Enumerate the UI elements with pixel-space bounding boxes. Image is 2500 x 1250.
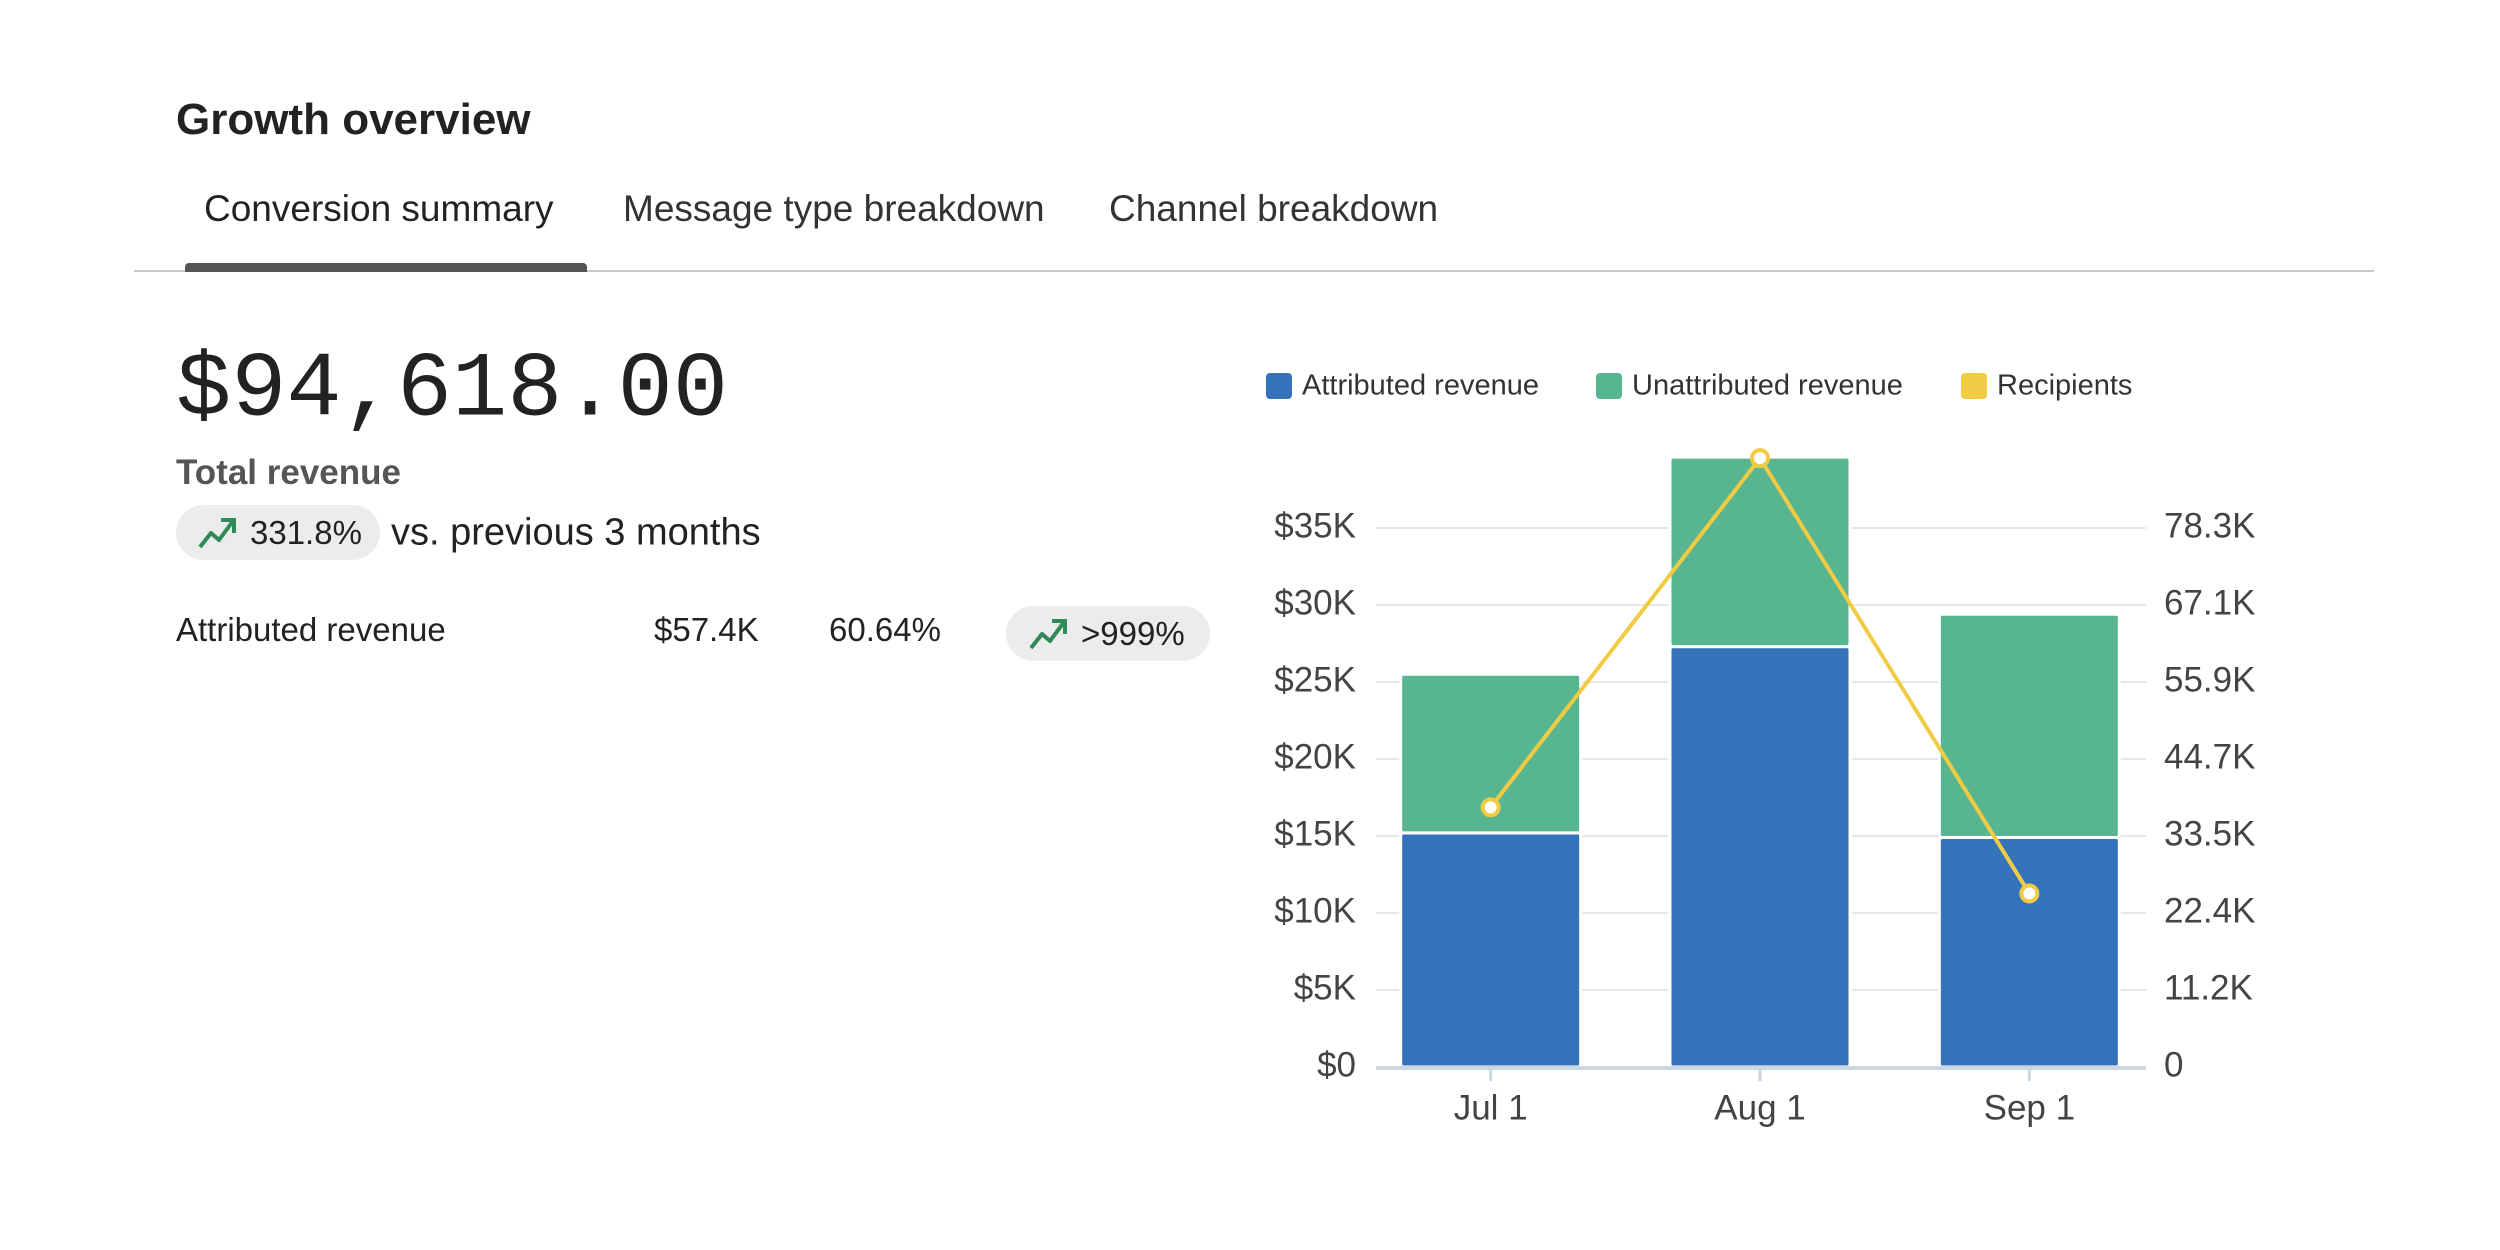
bar-segment xyxy=(1399,672,1583,835)
tab-divider xyxy=(134,270,2374,272)
comparison-text: vs. previous 3 months xyxy=(391,511,761,554)
legend-label: Recipients xyxy=(1997,370,2132,402)
bar-segment xyxy=(1937,612,2121,840)
trend-icon xyxy=(1029,619,1067,650)
line-point xyxy=(1750,448,1770,469)
tab[interactable]: Conversion summary xyxy=(204,188,554,229)
tab[interactable]: Message type breakdown xyxy=(623,188,1045,229)
y-tick-label: $30K xyxy=(1274,583,1356,622)
breakdown-change: >999% xyxy=(1081,615,1185,652)
y-tick-label: $0 xyxy=(1317,1045,1356,1084)
y2-tick-label: 78.3K xyxy=(2164,506,2255,545)
breakdown-share: 60.64% xyxy=(829,611,941,648)
x-tick-label: Sep 1 xyxy=(1984,1088,2075,1127)
trend-icon xyxy=(198,518,236,549)
y-tick-label: $15K xyxy=(1274,814,1356,853)
y-tick-label: $10K xyxy=(1274,891,1356,930)
active-tab-indicator xyxy=(185,263,587,272)
bar-segment xyxy=(1668,455,1852,649)
y2-tick-label: 0 xyxy=(2164,1045,2183,1084)
legend-label: Attributed revenue xyxy=(1302,370,1539,402)
y-tick-label: $5K xyxy=(1294,968,1356,1007)
x-tick-label: Jul 1 xyxy=(1454,1088,1528,1127)
y-tick-label: $35K xyxy=(1274,506,1356,545)
legend-swatch xyxy=(1961,373,1987,399)
breakdown-value: $57.4K xyxy=(654,611,759,648)
line-point xyxy=(1480,797,1501,818)
y2-tick-label: 22.4K xyxy=(2164,891,2255,930)
bar-segment xyxy=(1399,831,1583,1069)
legend-swatch xyxy=(1266,373,1292,399)
y2-tick-label: 33.5K xyxy=(2164,814,2255,853)
breakdown-name: Attributed revenue xyxy=(176,611,446,648)
y2-tick-label: 44.7K xyxy=(2164,737,2255,776)
legend-label: Unattributed revenue xyxy=(1632,370,1903,402)
y2-tick-label: 67.1K xyxy=(2164,583,2255,622)
legend-swatch xyxy=(1596,373,1622,399)
x-tick-label: Aug 1 xyxy=(1714,1088,1805,1127)
y2-tick-label: 11.2K xyxy=(2164,968,2253,1007)
bar-segment xyxy=(1668,645,1852,1069)
tab[interactable]: Channel breakdown xyxy=(1109,188,1439,229)
change-value: 331.8% xyxy=(250,514,362,551)
y-tick-label: $25K xyxy=(1274,660,1356,699)
bar-segment xyxy=(1937,836,2121,1069)
y2-tick-label: 55.9K xyxy=(2164,660,2255,699)
total-revenue-label: Total revenue xyxy=(176,453,401,492)
line-point xyxy=(2019,883,2040,904)
page-title: Growth overview xyxy=(176,95,531,144)
total-revenue-value: $94,618.00 xyxy=(176,337,729,443)
y-tick-label: $20K xyxy=(1274,737,1356,776)
